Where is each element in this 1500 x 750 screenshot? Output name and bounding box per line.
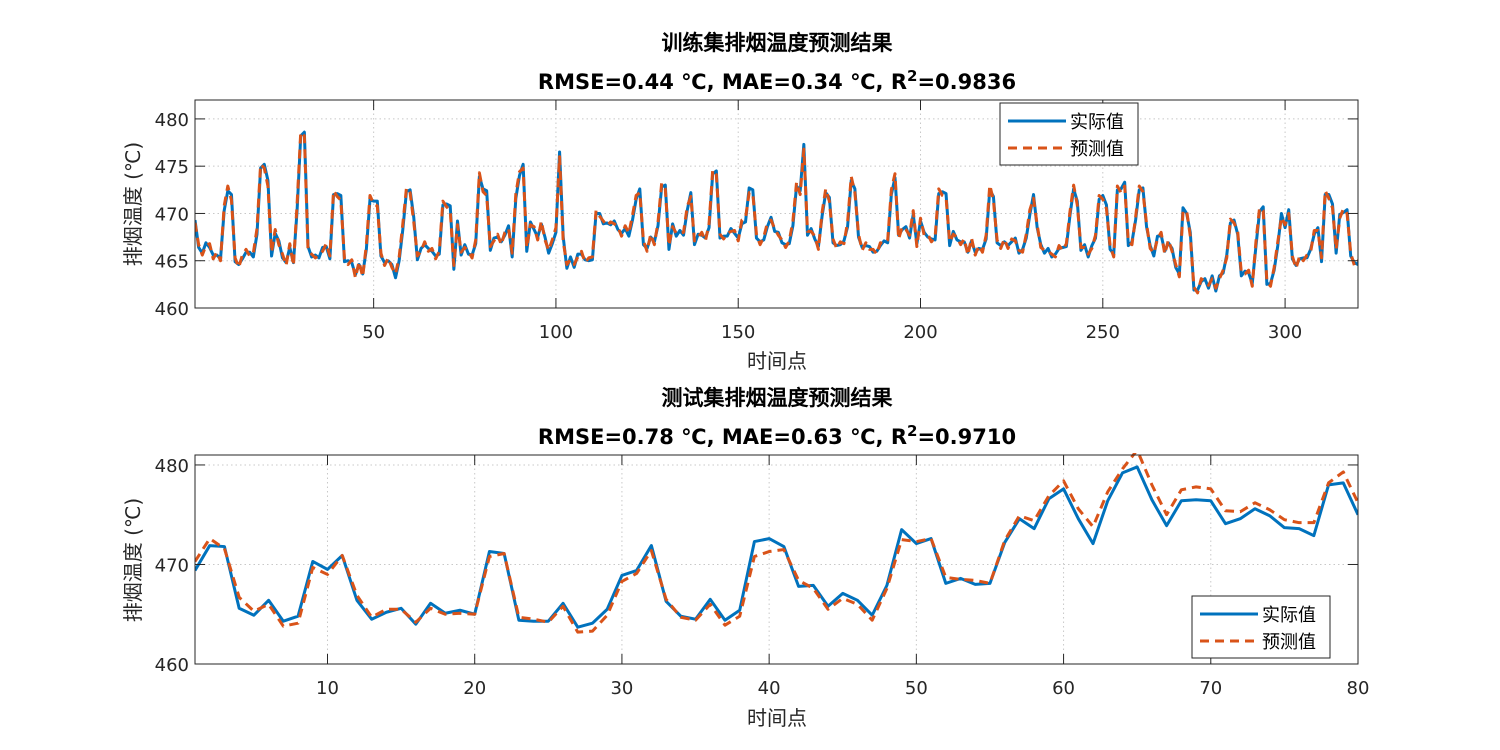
- test-axes-box: [194, 454, 1359, 665]
- test-chart: 测试集排烟温度预测结果 RMSE=0.78 ℃, MAE=0.63 ℃, R2=…: [121, 386, 1369, 730]
- test-grid: [195, 455, 1359, 665]
- test-x-tick-label: 30: [610, 678, 633, 699]
- train-chart-title: 训练集排烟温度预测结果: [662, 31, 893, 55]
- test-y-axis-label: 排烟温度 (℃): [121, 498, 145, 622]
- test-legend-box: [1191, 595, 1331, 659]
- train-y-ticks: 460 465 470 475 480: [155, 110, 1358, 320]
- train-x-ticks: 50 100 150 200 250 300: [362, 100, 1302, 343]
- test-chart-title: 测试集排烟温度预测结果: [662, 386, 893, 410]
- test-y-tick-label: 480: [155, 456, 189, 477]
- test-y-tick-label: 470: [155, 555, 189, 576]
- test-x-tick-label: 80: [1347, 678, 1370, 699]
- train-y-tick-label: 465: [155, 252, 189, 273]
- test-legend-label: 实际值: [1262, 605, 1316, 626]
- train-y-axis-label: 排烟温度 (℃): [121, 142, 145, 266]
- test-x-tick-label: 70: [1199, 678, 1222, 699]
- train-chart-metrics: RMSE=0.44 ℃, MAE=0.34 ℃, R2=0.9836: [538, 67, 1016, 94]
- train-x-tick-label: 250: [1086, 322, 1120, 343]
- train-legend-box: [999, 102, 1139, 166]
- train-y-tick-label: 470: [155, 204, 189, 225]
- test-y-tick-label: 460: [155, 655, 189, 676]
- train-legend-label: 实际值: [1070, 112, 1124, 133]
- test-legend-label: 预测值: [1262, 632, 1316, 653]
- test-actual-line: [195, 465, 1358, 629]
- train-axes-box: [194, 99, 1359, 309]
- test-x-axis-label: 时间点: [747, 706, 807, 730]
- train-y-tick-label: 480: [155, 110, 189, 131]
- test-chart-metrics: RMSE=0.78 ℃, MAE=0.63 ℃, R2=0.9710: [538, 422, 1016, 449]
- train-chart: 训练集排烟温度预测结果 RMSE=0.44 ℃, MAE=0.34 ℃, R2=…: [121, 31, 1359, 373]
- test-series: [195, 453, 1358, 634]
- test-x-tick-label: 50: [905, 678, 928, 699]
- train-x-tick-label: 200: [903, 322, 937, 343]
- train-predicted-line: [195, 130, 1358, 295]
- train-series: [195, 130, 1358, 295]
- test-x-tick-label: 40: [758, 678, 781, 699]
- train-legend-label: 预测值: [1070, 139, 1124, 160]
- test-x-tick-label: 60: [1052, 678, 1075, 699]
- test-y-ticks: 460 470 480: [155, 456, 1358, 676]
- train-x-tick-label: 300: [1268, 322, 1302, 343]
- test-x-tick-label: 20: [463, 678, 486, 699]
- train-x-tick-label: 100: [539, 322, 573, 343]
- train-x-tick-label: 150: [721, 322, 755, 343]
- train-y-tick-label: 475: [155, 157, 189, 178]
- test-x-tick-label: 10: [316, 678, 339, 699]
- train-x-axis-label: 时间点: [747, 349, 807, 373]
- test-x-ticks: 10 20 30 40 50 60 70 80: [316, 455, 1369, 699]
- train-y-tick-label: 460: [155, 299, 189, 320]
- train-x-tick-label: 50: [362, 322, 385, 343]
